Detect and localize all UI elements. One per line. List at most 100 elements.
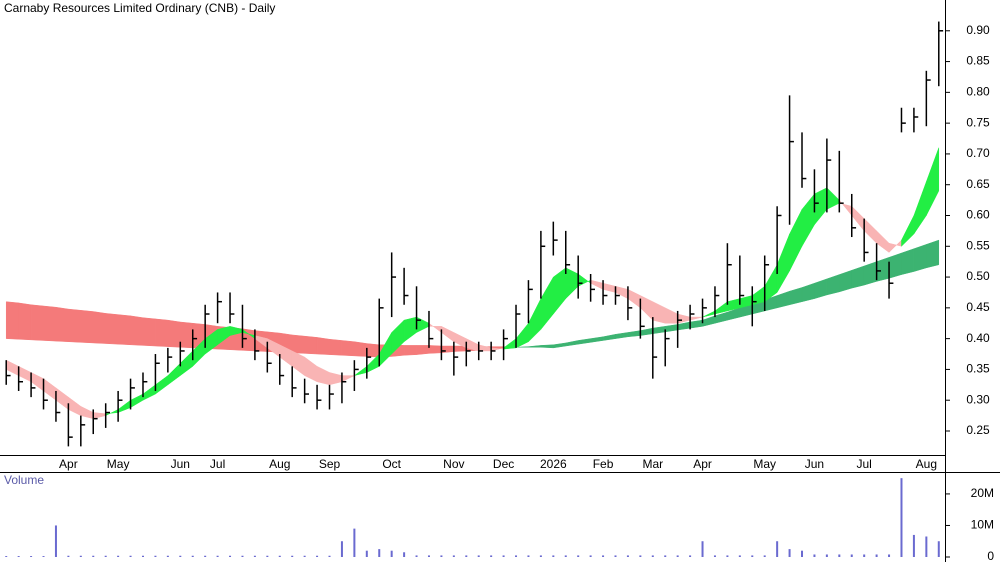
volume-bar [639,555,642,557]
ribbon-segment [316,337,330,355]
volume-bar [129,555,132,557]
volume-bar [564,555,567,557]
volume-tick-label: 0 [987,549,994,562]
volume-bar [365,550,368,557]
ribbon-segment [117,314,131,346]
volume-bar [241,555,244,557]
x-tick-label: Apr [693,457,712,471]
volume-bar [92,555,95,557]
volume-bar [751,555,754,557]
volume-bar [5,556,8,557]
ribbon-segment [403,345,417,356]
chart-title: Carnaby Resources Limited Ordinary (CNB)… [4,1,275,15]
ribbon-segment [341,340,355,357]
x-tick-label: Jul [210,457,225,471]
volume-bar [912,534,915,557]
volume-bar [651,555,654,557]
ribbon-segment [5,301,19,340]
volume-bar [689,555,692,557]
volume-bar [863,554,866,557]
ribbon-segment [304,335,318,355]
volume-bar [166,555,169,557]
volume-bar [266,555,269,557]
volume-bar [191,555,194,557]
volume-bar [465,555,468,557]
y-tick-label: 0.85 [966,54,990,68]
volume-bar [54,525,57,557]
x-tick-label: Oct [382,457,401,471]
volume-bar [726,555,729,557]
volume-bar [515,555,518,557]
ribbon-segment [354,341,368,357]
volume-bar [427,555,430,557]
volume-bar [117,555,120,557]
y-tick-label: 0.35 [966,362,990,376]
ribbon-segment [93,311,106,344]
x-tick-label: Feb [593,457,614,471]
volume-bar [42,556,45,557]
volume-bar [378,549,381,557]
ribbon-segment [68,308,82,343]
volume-bar [937,541,940,557]
volume-bar [440,555,443,557]
ribbon-segment [167,319,181,348]
ribbon-segment [291,334,305,354]
volume-bar [801,550,804,557]
volume-bar [701,541,704,557]
ribbon-segment [863,261,877,286]
x-tick-label: Jun [805,457,824,471]
volume-bar [390,550,393,557]
y-tick-label: 0.65 [966,177,990,191]
x-tick-label: Aug [269,457,290,471]
volume-bar [303,555,306,557]
volume-bar [291,555,294,557]
volume-bar [452,555,455,557]
ribbon-segment [142,317,156,347]
y-tick-label: 0.70 [966,146,990,160]
volume-bar [403,552,406,557]
x-tick-label: Dec [493,457,514,471]
x-tick-label: Nov [443,457,464,471]
volume-bar [67,555,70,557]
volume-bar [900,478,903,557]
volume-bar [713,555,716,557]
volume-bar [104,555,107,557]
volume-bar [875,554,878,557]
volume-label: Volume [4,473,44,487]
ribbon-segment [55,306,69,342]
ribbon-segment [416,345,430,355]
x-tick-label: Apr [59,457,78,471]
volume-bar [204,555,207,557]
y-tick-label: 0.25 [966,423,990,437]
ribbon-segment [888,252,902,279]
volume-bar [253,555,256,557]
ribbon-segment [926,239,940,269]
volume-bar [477,555,480,557]
x-tick-label: May [107,457,130,471]
y-tick-label: 0.60 [966,208,990,222]
volume-bar [154,555,157,557]
volume-bar [30,556,33,557]
x-tick-label: Sep [319,457,341,471]
volume-bar [278,555,281,557]
volume-bar [552,555,555,557]
volume-bar [340,541,343,557]
volume-bar [813,554,816,557]
volume-bar [79,555,82,557]
volume-tick-label: 20M [971,486,994,500]
y-tick-label: 0.55 [966,238,990,252]
ribbon-segment [30,304,44,341]
volume-bar [664,555,667,557]
ribbon-segment [80,310,94,344]
ribbon-segment [155,318,169,347]
y-tick-label: 0.45 [966,300,990,314]
volume-bar [626,555,629,557]
x-tick-label: Jul [857,457,872,471]
ribbon-segment [428,345,442,354]
volume-bar [589,555,592,557]
ribbon-segment [876,257,890,282]
ribbon-segment [901,248,915,275]
volume-bar [179,555,182,557]
volume-bar [788,549,791,557]
